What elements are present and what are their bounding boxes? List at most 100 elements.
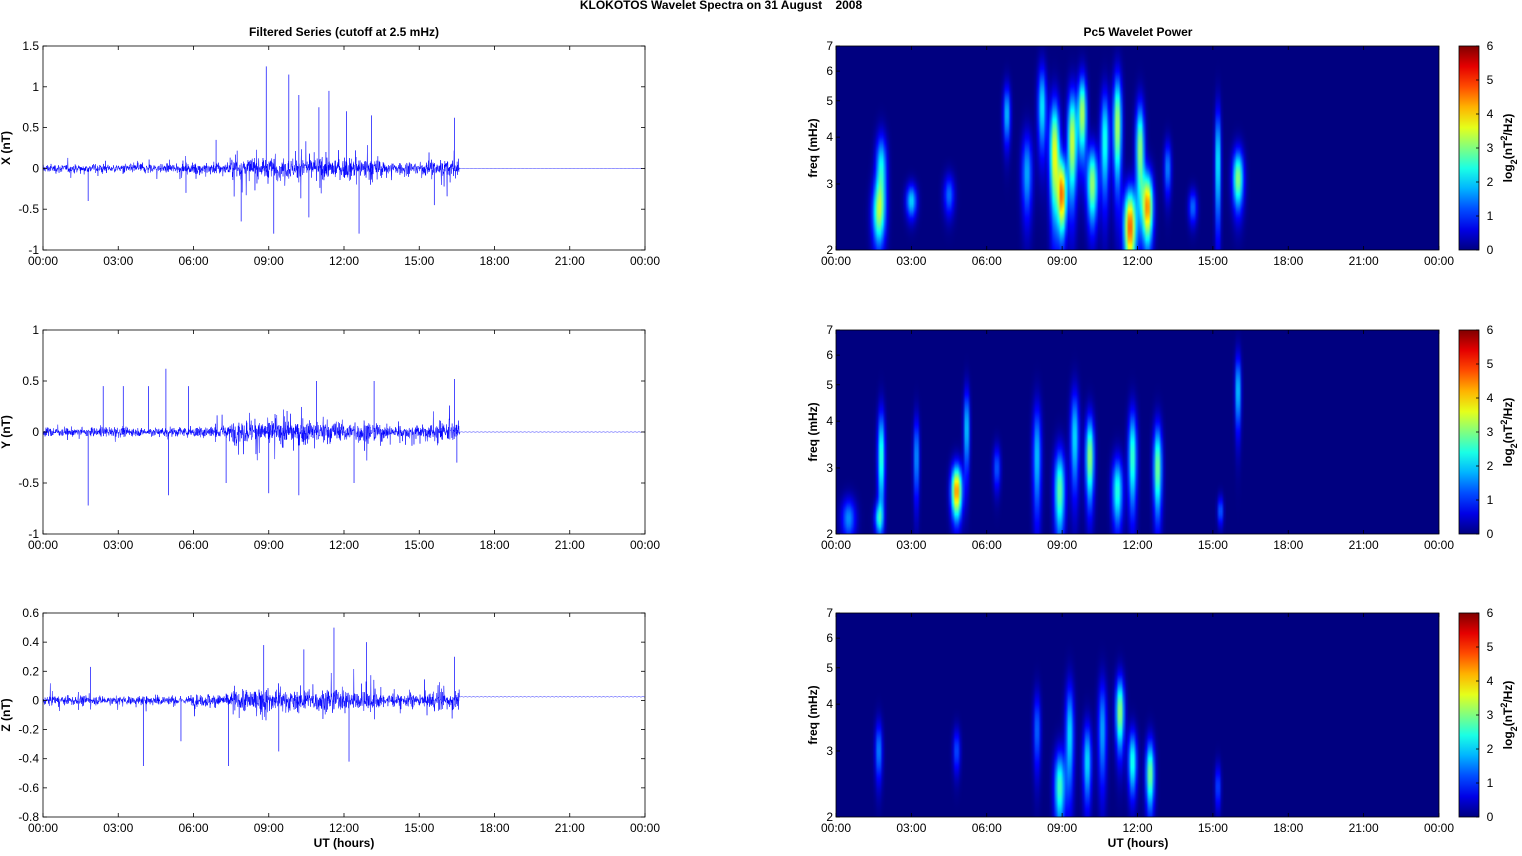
series-y-ytick-label: -0.5 (18, 476, 39, 490)
series-x-xtick-label: 12:00 (329, 254, 359, 268)
power-z-xtick-label: 03:00 (896, 821, 926, 835)
power-z-colorbar-label: log2(nT2/Hz) (1499, 681, 1519, 750)
series-x-xtick-label: 15:00 (404, 254, 434, 268)
series-y-ytick-label: 0.5 (22, 374, 39, 388)
power-x-xtick-label: 12:00 (1122, 254, 1152, 268)
series-z-ytick-label: 0.6 (22, 606, 39, 620)
power-x-xtick-label: 00:00 (1424, 254, 1454, 268)
series-y-xtick-label: 00:00 (630, 538, 660, 552)
power-z-colorbar-tick-label: 1 (1487, 776, 1494, 790)
series-z-ylabel: Z (nT) (0, 698, 13, 731)
x-axis-label-right: UT (hours) (1108, 836, 1169, 850)
figure-title: KLOKOTOS Wavelet Spectra on 31 August 20… (580, 0, 863, 12)
power-x-xtick-label: 06:00 (972, 254, 1002, 268)
power-z-ytick-label: 7 (826, 606, 833, 620)
power-x-colorbar-label-part: log (1501, 164, 1515, 182)
series-x-xtick-label: 09:00 (254, 254, 284, 268)
series-z-ytick-label: -0.4 (18, 752, 39, 766)
series-z-ytick-label: -0.8 (18, 810, 39, 824)
power-x-colorbar-label: log2(nT2/Hz) (1499, 114, 1519, 183)
power-y-ytick-label: 6 (826, 348, 833, 362)
power-x-ytick-label: 5 (826, 94, 833, 108)
series-x-xtick-label: 00:00 (630, 254, 660, 268)
power-z-ytick-label: 2 (826, 810, 833, 824)
power-x-colorbar-label-part: 2 (1509, 159, 1519, 164)
power-x-xtick-label: 15:00 (1198, 254, 1228, 268)
power-z-xtick-label: 12:00 (1122, 821, 1152, 835)
power-x-ytick-label: 6 (826, 64, 833, 78)
power-x-xtick-label: 03:00 (896, 254, 926, 268)
power-z-ytick-label: 6 (826, 631, 833, 645)
power-z-xtick-label: 21:00 (1349, 821, 1379, 835)
series-y-xtick-label: 15:00 (404, 538, 434, 552)
power-y-colorbar-tick-label: 0 (1487, 527, 1494, 541)
power-y-xtick-label: 06:00 (972, 538, 1002, 552)
power-x-ytick-label: 3 (826, 177, 833, 191)
series-z-xtick-label: 21:00 (555, 821, 585, 835)
series-x-plot-area (43, 46, 645, 250)
series-x-ytick-label: 0.5 (22, 121, 39, 135)
power-y-xtick-label: 15:00 (1198, 538, 1228, 552)
power-y-ylabel: freq (mHz) (806, 402, 820, 461)
power-x-colorbar-tick-label: 5 (1487, 73, 1494, 87)
power-y-heatmap (836, 330, 1439, 534)
power-x-heatmap (836, 46, 1439, 250)
power-z-xtick-label: 06:00 (972, 821, 1002, 835)
power-y-ytick-label: 3 (826, 461, 833, 475)
power-x-xtick-label: 18:00 (1273, 254, 1303, 268)
power-y-colorbar-tick-label: 1 (1487, 493, 1494, 507)
series-z-xtick-label: 00:00 (28, 821, 58, 835)
power-z-colorbar-label-part: 2 (1509, 726, 1519, 731)
power-y-xtick-label: 21:00 (1349, 538, 1379, 552)
power-y-colorbar-label-part: 2 (1509, 443, 1519, 448)
power-z-colorbar-label-part: (nT (1501, 707, 1515, 726)
series-x-ylabel: X (nT) (0, 131, 13, 165)
power-z-colorbar-tick-label: 0 (1487, 810, 1494, 824)
power-z-colorbar-tick-label: 6 (1487, 606, 1494, 620)
power-y-ytick-label: 2 (826, 527, 833, 541)
series-x-ytick-label: 1 (32, 80, 39, 94)
power-z-ytick-label: 3 (826, 744, 833, 758)
power-z-colorbar-label-part: /Hz) (1501, 681, 1515, 703)
power-x-colorbar-tick-label: 6 (1487, 39, 1494, 53)
series-z-xtick-label: 06:00 (178, 821, 208, 835)
series-x-ytick-label: 0 (32, 161, 39, 175)
power-y-xtick-label: 03:00 (896, 538, 926, 552)
series-y-ytick-label: -1 (28, 527, 39, 541)
power-x-ylabel: freq (mHz) (806, 118, 820, 177)
series-z-ytick-label: -0.6 (18, 781, 39, 795)
series-y-xtick-label: 21:00 (555, 538, 585, 552)
power-x-colorbar-label-part: (nT (1501, 140, 1515, 159)
series-x-xtick-label: 03:00 (103, 254, 133, 268)
series-x-xtick-label: 00:00 (28, 254, 58, 268)
power-y-xtick-label: 00:00 (1424, 538, 1454, 552)
series-y-xtick-label: 06:00 (178, 538, 208, 552)
power-z-ylabel: freq (mHz) (806, 685, 820, 744)
power-z-colorbar-tick-label: 3 (1487, 708, 1494, 722)
series-x-xtick-label: 21:00 (555, 254, 585, 268)
power-z-ytick-label: 4 (826, 697, 833, 711)
power-y-colorbar-tick-label: 2 (1487, 459, 1494, 473)
power-y-ytick-label: 7 (826, 323, 833, 337)
power-z-xtick-label: 09:00 (1047, 821, 1077, 835)
power-z-xtick-label: 15:00 (1198, 821, 1228, 835)
series-y-xtick-label: 00:00 (28, 538, 58, 552)
power-y-colorbar-label-part: /Hz) (1501, 398, 1515, 420)
power-x-colorbar-tick-label: 4 (1487, 107, 1494, 121)
series-z-xtick-label: 12:00 (329, 821, 359, 835)
power-y-xtick-label: 12:00 (1122, 538, 1152, 552)
power-x-xtick-label: 00:00 (821, 254, 851, 268)
power-y-ytick-label: 5 (826, 378, 833, 392)
power-y-xtick-label: 09:00 (1047, 538, 1077, 552)
series-z-xtick-label: 18:00 (479, 821, 509, 835)
power-x-colorbar-tick-label: 2 (1487, 175, 1494, 189)
power-z-ytick-label: 5 (826, 661, 833, 675)
power-x-colorbar-tick-label: 0 (1487, 243, 1494, 257)
series-y-trace (42, 405, 645, 461)
power-x-ytick-label: 7 (826, 39, 833, 53)
series-x-xtick-label: 18:00 (479, 254, 509, 268)
power-z-colorbar-tick-label: 2 (1487, 742, 1494, 756)
series-x-ytick-label: 1.5 (22, 39, 39, 53)
series-y-xtick-label: 03:00 (103, 538, 133, 552)
